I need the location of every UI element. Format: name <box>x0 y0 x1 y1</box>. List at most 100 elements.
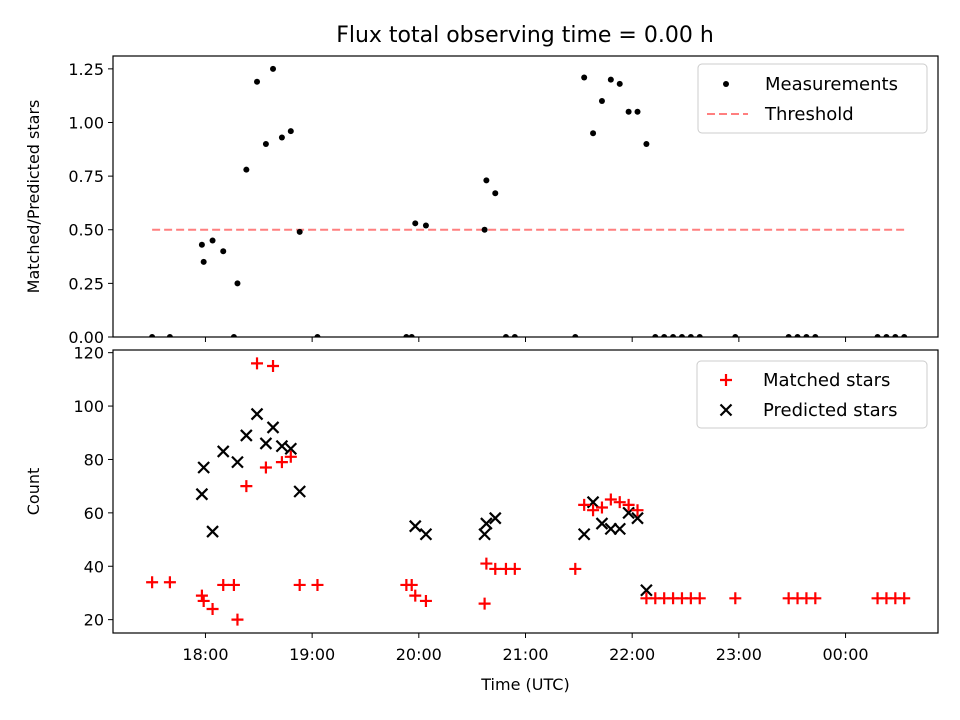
legend-label: Matched stars <box>763 370 890 391</box>
measurement-point <box>634 108 641 115</box>
predicted-star-point <box>631 511 644 525</box>
x-tick-label: 21:00 <box>502 645 548 664</box>
matched-star-point <box>217 578 230 591</box>
predicted-star-point <box>488 511 502 525</box>
predicted-star-point <box>293 485 306 498</box>
measurement-point <box>670 334 677 337</box>
measurement-point <box>200 258 207 265</box>
predicted-star-point <box>206 525 219 538</box>
predicted-star-point <box>595 517 609 530</box>
measurement-point <box>502 334 509 337</box>
plot-marks <box>146 357 911 626</box>
measurement-point <box>874 334 881 337</box>
matched-star-point <box>613 496 626 509</box>
predicted-star-point <box>640 584 653 597</box>
measurement-point <box>230 334 237 337</box>
matched-star-point <box>163 576 176 589</box>
predicted-star-point <box>231 455 244 469</box>
measurement-point <box>278 134 285 141</box>
axes-frame <box>112 349 939 634</box>
measurement-point <box>643 140 650 147</box>
matched-star-point <box>693 592 706 605</box>
predicted-star-point <box>275 439 289 453</box>
measurement-point <box>590 130 597 137</box>
predicted-star-point <box>240 429 253 442</box>
measurement-point <box>166 334 173 337</box>
measurement-point <box>481 226 488 233</box>
legend-predicted-marker <box>719 403 733 417</box>
measurement-point <box>785 334 792 337</box>
measurement-point <box>732 334 739 337</box>
figure-title: Flux total observing time = 0.00 h <box>336 23 714 48</box>
measurement-point <box>270 65 277 72</box>
legend-measurement-marker <box>723 81 729 87</box>
matched-star-point <box>409 589 422 602</box>
matched-star-point <box>898 592 911 605</box>
predicted-star-point <box>604 522 618 536</box>
predicted-star-point <box>250 407 264 421</box>
predicted-star-point <box>478 527 491 541</box>
legend-label: Predicted stars <box>763 400 897 421</box>
count-panel: 20 40 60 80 100 120 18:00 19:00 20:00 21:00 22:00 2… <box>24 344 939 694</box>
measurement-point <box>483 177 490 184</box>
measurement-point <box>209 237 216 244</box>
measurement-point <box>696 334 703 337</box>
plot-marks <box>149 65 908 337</box>
y-axis-label: Count <box>24 468 43 516</box>
y-axis-label: Matched/Predicted stars <box>24 100 43 294</box>
matched-star-point <box>251 357 264 370</box>
measurement-point <box>287 128 294 135</box>
legend-matched-marker <box>720 374 732 386</box>
predicted-star-point <box>216 445 230 458</box>
y-tick-label: 0.25 <box>68 274 104 293</box>
legend-label: Measurements <box>765 74 898 95</box>
measurement-point <box>581 74 588 81</box>
y-tick-label: 0.00 <box>68 328 104 347</box>
x-tick-label: 23:00 <box>716 645 762 664</box>
matched-star-point <box>146 576 159 589</box>
x-tick-label: 19:00 <box>289 645 335 664</box>
y-tick-label: 20 <box>84 611 104 630</box>
legend: Measurements Threshold <box>697 63 928 134</box>
y-tick-label: 0.75 <box>68 167 104 186</box>
measurement-point <box>220 248 227 255</box>
y-tick-label: 1.00 <box>68 113 104 132</box>
matched-star-point <box>604 493 617 506</box>
measurement-point <box>198 241 205 248</box>
matched-star-point <box>267 360 280 373</box>
y-tick-label: 100 <box>73 397 104 416</box>
measurement-point <box>412 220 419 227</box>
legend-label: Threshold <box>764 104 854 125</box>
measurement-point <box>652 334 659 337</box>
measurement-point <box>661 334 668 337</box>
matched-star-point <box>293 578 306 591</box>
predicted-star-point <box>480 517 493 530</box>
matched-star-point <box>231 613 244 626</box>
predicted-star-point <box>577 527 591 541</box>
measurement-point <box>234 280 241 287</box>
measurement-point <box>254 78 261 85</box>
y-tick-label: 1.25 <box>68 60 104 79</box>
matched-star-point <box>569 562 582 575</box>
measurement-point <box>492 190 499 197</box>
matched-star-point <box>480 557 493 570</box>
y-tick-label: 0.50 <box>68 221 104 240</box>
legend-box <box>696 360 928 429</box>
measurement-point <box>803 334 810 337</box>
predicted-star-point <box>197 461 210 474</box>
measurement-point <box>408 334 415 337</box>
matched-star-point <box>587 504 600 517</box>
legend-box <box>697 63 928 134</box>
measurement-point <box>892 334 899 337</box>
y-tick-label: 40 <box>84 557 104 576</box>
matched-star-point <box>419 594 432 607</box>
measurement-point <box>149 334 156 337</box>
measurement-point <box>678 334 685 337</box>
predicted-star-point <box>419 527 433 541</box>
predicted-star-point <box>259 437 273 450</box>
matched-star-point <box>405 578 418 591</box>
x-axis-label: Time (UTC) <box>480 675 569 694</box>
matched-star-point <box>489 562 502 575</box>
measurement-point <box>901 334 908 337</box>
